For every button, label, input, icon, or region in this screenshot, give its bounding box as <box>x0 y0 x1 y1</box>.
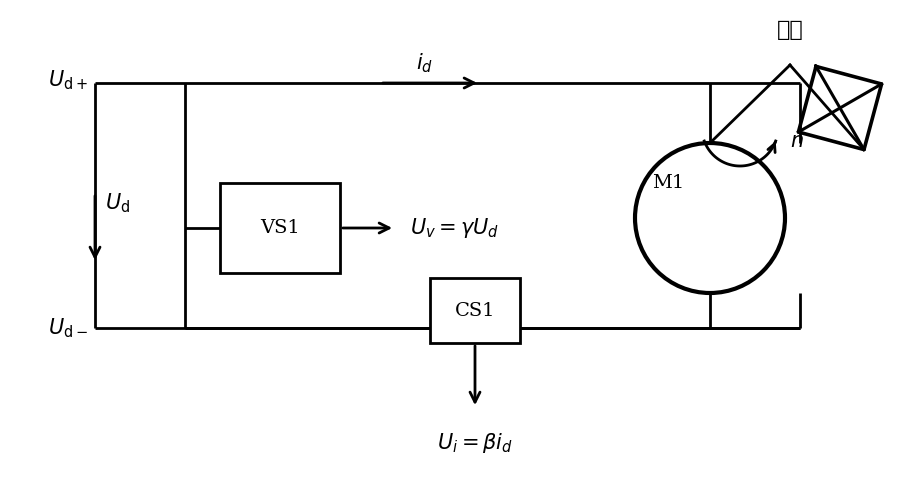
Text: $U_{v}=\gamma U_{d}$: $U_{v}=\gamma U_{d}$ <box>410 216 499 240</box>
Text: $i_{d}$: $i_{d}$ <box>416 51 433 75</box>
Text: CS1: CS1 <box>455 302 494 320</box>
Text: 负载: 负载 <box>776 19 803 41</box>
Text: $U_{\mathrm{d-}}$: $U_{\mathrm{d-}}$ <box>48 316 87 340</box>
Circle shape <box>634 143 784 293</box>
Text: M1: M1 <box>651 174 684 192</box>
Bar <box>429 278 520 343</box>
Text: $U_{\mathrm{d+}}$: $U_{\mathrm{d+}}$ <box>48 68 87 92</box>
Bar <box>220 183 340 273</box>
Text: $n$: $n$ <box>789 131 803 150</box>
Text: $U_{i}=\beta i_{d}$: $U_{i}=\beta i_{d}$ <box>437 431 512 455</box>
Text: $U_{\mathrm{d}}$: $U_{\mathrm{d}}$ <box>105 191 130 215</box>
Text: VS1: VS1 <box>260 219 299 237</box>
